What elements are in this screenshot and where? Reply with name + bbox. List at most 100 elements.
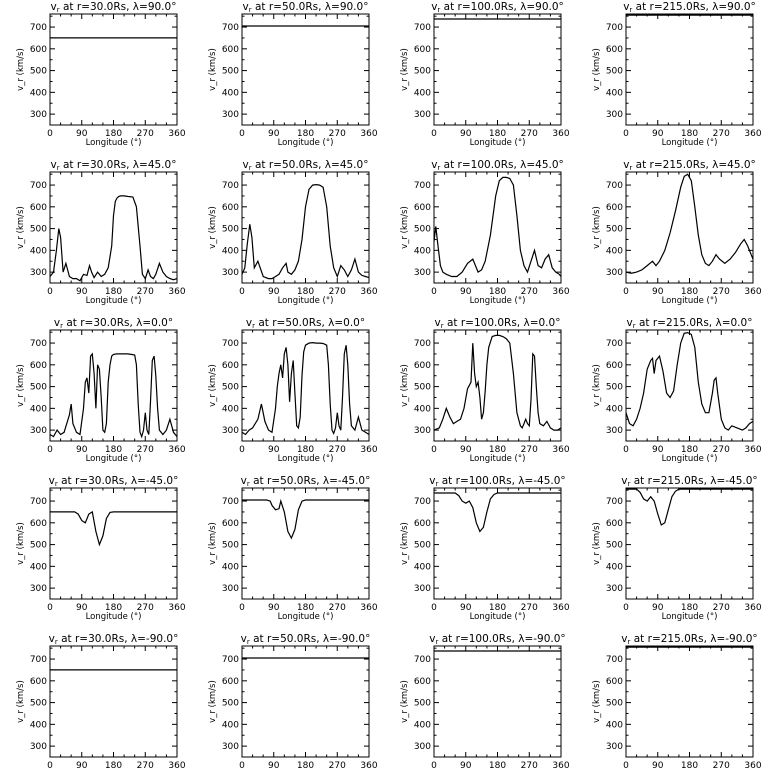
- y-tick-label: 500: [414, 67, 431, 77]
- series-line: [433, 176, 562, 278]
- x-tick-label: 270: [713, 445, 730, 455]
- series-line: [625, 331, 754, 431]
- y-tick-label: 700: [606, 497, 623, 507]
- y-tick-label: 300: [222, 584, 239, 594]
- y-tick-label: 500: [222, 383, 239, 393]
- y-tick-label: 300: [222, 426, 239, 436]
- y-tick-label: 600: [30, 519, 47, 529]
- x-tick-label: 0: [623, 129, 629, 139]
- y-tick-label: 600: [414, 203, 431, 213]
- x-tick-label: 90: [76, 129, 88, 139]
- y-tick-label: 600: [606, 203, 623, 213]
- x-axis-label: Longitude (°): [278, 454, 334, 464]
- plot-frame: [433, 13, 562, 126]
- x-tick-label: 360: [168, 445, 185, 455]
- y-tick-label: 500: [606, 383, 623, 393]
- y-tick-label: 600: [30, 203, 47, 213]
- x-tick-label: 90: [460, 603, 472, 613]
- panel-title: vr at r=30.0Rs, λ=-45.0°: [49, 475, 179, 488]
- panel-title: vr at r=100.0Rs, λ=45.0°: [431, 159, 564, 172]
- x-tick-label: 180: [681, 761, 698, 768]
- x-tick-label: 180: [297, 761, 314, 768]
- y-axis-label: v_r (km/s): [400, 206, 410, 249]
- panel-title: vr at r=100.0Rs, λ=0.0°: [435, 317, 561, 330]
- y-tick-label: 600: [414, 361, 431, 371]
- y-tick-label: 700: [222, 181, 239, 191]
- x-tick-label: 180: [489, 287, 506, 297]
- series-line: [433, 334, 562, 431]
- x-tick-label: 180: [489, 761, 506, 768]
- x-axis-label: Longitude (°): [662, 138, 718, 148]
- x-tick-label: 180: [105, 761, 122, 768]
- x-tick-label: 270: [521, 603, 538, 613]
- x-tick-label: 180: [105, 287, 122, 297]
- y-axis-label: v_r (km/s): [400, 48, 410, 91]
- y-tick-label: 500: [222, 67, 239, 77]
- x-tick-label: 270: [521, 287, 538, 297]
- y-axis-label: v_r (km/s): [16, 364, 26, 407]
- y-tick-label: 600: [222, 677, 239, 687]
- y-tick-label: 700: [30, 23, 47, 33]
- x-tick-label: 360: [360, 761, 377, 768]
- series-line: [241, 341, 370, 436]
- y-tick-label: 700: [30, 339, 47, 349]
- y-tick-label: 500: [414, 541, 431, 551]
- x-tick-label: 0: [239, 761, 245, 768]
- y-tick-label: 500: [30, 67, 47, 77]
- y-axis-label: v_r (km/s): [592, 48, 602, 91]
- x-tick-label: 180: [681, 445, 698, 455]
- y-tick-label: 300: [414, 268, 431, 278]
- y-tick-label: 300: [414, 426, 431, 436]
- panel: vr at r=30.0Rs, λ=-45.0° 0 90 180 270 360 300 4…: [16, 475, 186, 622]
- y-tick-label: 700: [606, 655, 623, 665]
- panel-title: vr at r=215.0Rs, λ=-90.0°: [621, 633, 757, 646]
- y-tick-label: 400: [414, 246, 431, 256]
- y-tick-label: 400: [414, 720, 431, 730]
- panel-title: vr at r=30.0Rs, λ=45.0°: [51, 159, 177, 172]
- y-tick-label: 400: [606, 246, 623, 256]
- y-tick-label: 400: [414, 88, 431, 98]
- y-tick-label: 300: [30, 584, 47, 594]
- x-tick-label: 180: [489, 129, 506, 139]
- x-tick-label: 0: [47, 445, 53, 455]
- y-axis-label: v_r (km/s): [16, 206, 26, 249]
- plot-frame: [625, 171, 754, 284]
- y-tick-label: 500: [30, 541, 47, 551]
- panel-title: vr at r=215.0Rs, λ=45.0°: [623, 159, 756, 172]
- x-tick-label: 180: [681, 603, 698, 613]
- plot-frame: [625, 13, 754, 126]
- plot-frame: [49, 13, 178, 126]
- x-axis-label: Longitude (°): [86, 138, 142, 148]
- x-axis-label: Longitude (°): [470, 296, 526, 306]
- x-tick-label: 90: [76, 603, 88, 613]
- x-tick-label: 360: [168, 603, 185, 613]
- x-tick-label: 360: [168, 129, 185, 139]
- y-tick-label: 400: [606, 562, 623, 572]
- y-tick-label: 300: [606, 268, 623, 278]
- plot-frame: [241, 645, 370, 758]
- x-tick-label: 360: [168, 761, 185, 768]
- y-tick-label: 500: [30, 225, 47, 235]
- y-axis-label: v_r (km/s): [208, 680, 218, 723]
- x-tick-label: 0: [623, 603, 629, 613]
- y-tick-label: 300: [30, 110, 47, 120]
- y-axis-label: v_r (km/s): [208, 522, 218, 565]
- x-tick-label: 0: [239, 603, 245, 613]
- y-tick-label: 600: [30, 45, 47, 55]
- x-tick-label: 180: [489, 603, 506, 613]
- series-line: [626, 488, 753, 526]
- panel: vr at r=100.0Rs, λ=0.0° 0 90 180 270 360 300 40…: [400, 317, 570, 464]
- panel: vr at r=50.0Rs, λ=-90.0° 0 90 180 270 360 300 4…: [208, 633, 378, 768]
- plot-frame: [625, 487, 754, 600]
- x-tick-label: 360: [744, 287, 761, 297]
- y-tick-label: 500: [222, 225, 239, 235]
- y-tick-label: 300: [606, 742, 623, 752]
- x-tick-label: 90: [652, 287, 664, 297]
- x-tick-label: 270: [329, 761, 346, 768]
- x-tick-label: 270: [713, 129, 730, 139]
- x-tick-label: 90: [76, 761, 88, 768]
- y-tick-label: 300: [606, 110, 623, 120]
- y-tick-label: 600: [606, 677, 623, 687]
- y-tick-label: 300: [414, 584, 431, 594]
